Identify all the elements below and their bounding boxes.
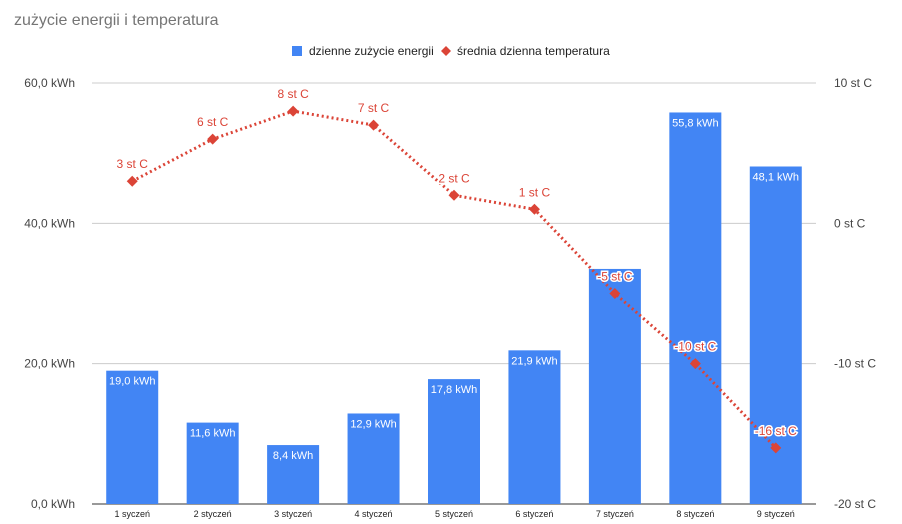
energy-bar-labels: 19,0 kWh 11,6 kWh 8,4 kWh 12,9 kWh 17,8 kWh 2…: [109, 117, 799, 462]
energy-bar: [267, 445, 320, 504]
temperature-point: [287, 105, 299, 117]
legend: dzienne zużycie energii średnia dzienna …: [292, 44, 610, 58]
x-tick-label: 1 syczeń: [114, 509, 150, 519]
temperature-series: 3 st C 6 st C 8 st C 7 st C 2 st C 1 st C -5 s…: [115, 86, 799, 454]
energy-bar-label: 19,0 kWh: [109, 376, 155, 388]
x-tick-label: 3 styczeń: [274, 509, 312, 519]
chart-title: zużycie energii i temperatura: [14, 12, 219, 29]
temperature-point: [207, 133, 219, 145]
energy-bar: [347, 413, 400, 504]
left-axis: 0,0 kWh 20,0 kWh 40,0 kWh 60,0 kWh: [24, 76, 75, 511]
temperature-point: [689, 358, 701, 370]
left-tick-label: 0,0 kWh: [31, 497, 75, 511]
x-tick-label: 2 styczeń: [194, 509, 232, 519]
right-tick-label: 10 st C: [834, 76, 872, 90]
right-axis: -20 st C -10 st C 0 st C 10 st C: [834, 76, 876, 511]
energy-bar: [186, 422, 239, 504]
x-tick-label: 4 styczeń: [355, 509, 393, 519]
right-tick-label: 0 st C: [834, 216, 866, 230]
temperature-label: 8 st C: [277, 87, 309, 101]
legend-swatch-energy: [292, 46, 302, 56]
left-tick-label: 40,0 kWh: [24, 216, 75, 230]
energy-bar: [428, 379, 480, 504]
legend-swatch-temperature: [441, 46, 451, 56]
legend-label-energy: dzienne zużycie energii: [309, 44, 434, 58]
energy-bar-label: 11,6 kWh: [190, 428, 236, 440]
temperature-point: [448, 189, 460, 201]
temperature-label: -5 st C: [597, 270, 633, 284]
energy-bar-label: 17,8 kWh: [431, 384, 477, 396]
energy-bar: [508, 350, 561, 504]
x-axis: 1 syczeń 2 styczeń 3 styczeń 4 styczeń 5 sty…: [114, 509, 794, 519]
energy-bar: [669, 112, 722, 504]
right-tick-label: -10 st C: [834, 357, 876, 371]
x-tick-label: 6 styczeń: [515, 509, 553, 519]
temperature-point: [126, 175, 138, 187]
legend-label-temperature: średnia dzienna temperatura: [457, 44, 610, 58]
x-tick-label: 8 styczeń: [676, 509, 714, 519]
temperature-point: [368, 119, 380, 131]
temperature-label: -16 st C: [755, 424, 797, 438]
temperature-label: 2 st C: [438, 171, 470, 185]
energy-bar-label: 8,4 kWh: [273, 450, 313, 462]
energy-bar-label: 48,1 kWh: [753, 171, 799, 183]
energy-bar: [106, 370, 159, 504]
temperature-point: [609, 288, 621, 299]
temperature-label: 1 st C: [519, 185, 551, 199]
left-tick-label: 20,0 kWh: [24, 357, 75, 371]
energy-bar: [749, 166, 802, 504]
temperature-label: 6 st C: [197, 115, 229, 129]
energy-bar: [588, 268, 641, 504]
energy-bars: [106, 112, 802, 504]
temperature-point: [770, 442, 782, 454]
right-tick-label: -20 st C: [834, 497, 876, 511]
temperature-label: -10 st C: [674, 340, 716, 354]
left-tick-label: 60,0 kWh: [24, 76, 75, 90]
x-tick-label: 7 styczeń: [596, 509, 634, 519]
temperature-label: 7 st C: [358, 101, 390, 115]
temperature-label: 3 st C: [117, 157, 149, 171]
x-tick-label: 9 styczeń: [757, 509, 795, 519]
x-tick-label: 5 styczeń: [435, 509, 473, 519]
energy-bar-label: 21,9 kWh: [511, 355, 557, 367]
energy-bar-label: 12,9 kWh: [350, 418, 396, 430]
temperature-point: [528, 203, 540, 215]
energy-bar-label: 55,8 kWh: [672, 117, 718, 129]
